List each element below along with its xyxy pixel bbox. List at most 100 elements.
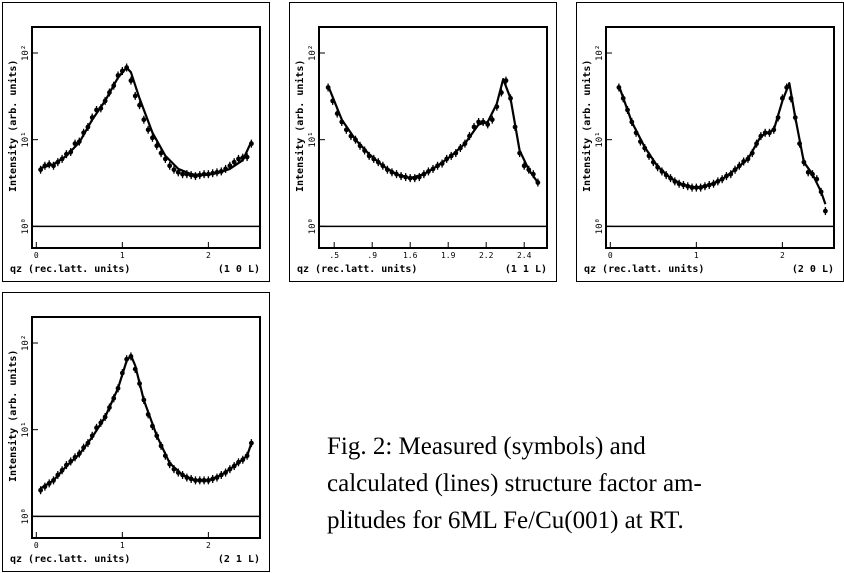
measured-point: [499, 90, 504, 95]
chart-svg: 10⁰ 10¹ 10² 0 1 2 Intensity (arb. units) qz (re…: [2, 2, 270, 282]
measured-point: [325, 85, 331, 90]
y-tick-label: 10¹: [21, 421, 31, 437]
y-tick-label: 10¹: [308, 131, 318, 147]
measured-point: [698, 185, 704, 190]
measured-point: [728, 171, 734, 177]
measured-point: [476, 119, 481, 125]
measured-point: [448, 153, 454, 159]
x-tick-label: 1: [120, 541, 125, 550]
measured-point: [64, 151, 69, 157]
x-tick-label: 0: [608, 251, 613, 260]
measured-point: [517, 150, 523, 156]
measured-point: [98, 105, 104, 111]
measured-point: [102, 414, 108, 420]
chart-svg: 10⁰ 10¹ 10² 0 1 2 Intensity (arb. units) qz (re…: [2, 292, 270, 572]
measured-point: [236, 156, 241, 162]
y-tick-label: 10⁰: [308, 218, 318, 234]
measured-point: [676, 181, 682, 187]
measured-point: [659, 169, 665, 174]
measured-point: [444, 156, 450, 162]
measured-point: [779, 95, 785, 101]
measured-point: [132, 93, 138, 99]
caption-line: calculated (lines) structure factor am-: [327, 470, 702, 497]
measured-point: [55, 159, 61, 165]
measured-point: [64, 462, 69, 468]
measured-point: [732, 167, 738, 173]
measured-point: [719, 176, 725, 182]
reflection-index-label: (1 0 L): [218, 264, 260, 275]
measured-point: [330, 98, 336, 104]
measured-point: [693, 185, 699, 190]
measured-point: [162, 156, 168, 162]
measured-point: [180, 472, 185, 478]
x-tick-label: 2.2: [479, 251, 494, 260]
x-tick-label: 2: [780, 251, 785, 260]
measured-point: [42, 163, 48, 169]
measured-point: [46, 480, 52, 486]
measured-point: [85, 440, 91, 446]
y-axis-label: Intensity (arb. units): [7, 60, 19, 192]
measured-point: [128, 354, 134, 359]
measured-point: [197, 477, 203, 483]
measured-point: [535, 180, 541, 185]
measured-point: [111, 395, 117, 401]
measured-point: [822, 208, 828, 214]
y-tick-label: 10²: [595, 45, 605, 61]
measured-point: [214, 475, 220, 480]
measured-point: [59, 156, 65, 162]
panel-frame: [289, 2, 557, 282]
x-tick-label: 0: [34, 251, 39, 260]
measured-point: [89, 115, 95, 120]
measured-point: [526, 167, 532, 173]
measured-point: [115, 73, 121, 78]
measured-point: [620, 95, 626, 101]
measured-point: [668, 175, 673, 181]
measured-point: [223, 470, 228, 475]
measured-point: [762, 130, 768, 136]
reflection-index-label: (1 1 L): [505, 264, 547, 275]
measured-point: [171, 466, 177, 472]
x-axis-label: qz (rec.latt. units): [10, 263, 130, 275]
measured-point: [38, 487, 44, 493]
measured-point: [375, 159, 381, 165]
measured-point: [430, 166, 436, 172]
measured-point: [512, 124, 518, 130]
measured-point: [788, 95, 794, 101]
measured-point: [736, 163, 742, 169]
measured-point: [94, 107, 99, 113]
measured-point: [421, 171, 427, 177]
x-tick-label: 2: [206, 251, 211, 260]
measured-point: [689, 185, 695, 190]
measured-point: [398, 173, 404, 179]
x-tick-label: 1: [694, 251, 699, 260]
measured-point: [210, 476, 216, 482]
plot-area: [31, 26, 261, 249]
measured-point: [480, 119, 486, 125]
measured-point: [119, 370, 125, 376]
measured-point: [46, 161, 52, 167]
measured-point: [223, 166, 228, 172]
plot-area: [318, 26, 548, 249]
y-tick-label: 10¹: [595, 131, 605, 147]
measured-point: [348, 133, 354, 139]
measured-point: [741, 159, 747, 164]
measured-point: [797, 141, 802, 147]
measured-point: [141, 117, 147, 123]
measured-point: [681, 182, 686, 188]
measured-point: [805, 169, 811, 175]
measured-point: [197, 172, 203, 178]
measured-point: [218, 472, 224, 478]
measured-point: [193, 477, 198, 483]
measured-point: [357, 143, 363, 149]
measured-point: [457, 145, 463, 151]
x-tick-label: 0: [34, 541, 39, 550]
measured-point: [72, 454, 78, 460]
measured-point: [132, 366, 138, 372]
measured-point: [362, 148, 367, 153]
measured-point: [758, 133, 764, 139]
measured-point: [771, 127, 777, 133]
measured-point: [767, 130, 772, 136]
measured-point: [167, 163, 173, 169]
measured-point: [389, 169, 395, 175]
measured-point: [68, 149, 74, 155]
